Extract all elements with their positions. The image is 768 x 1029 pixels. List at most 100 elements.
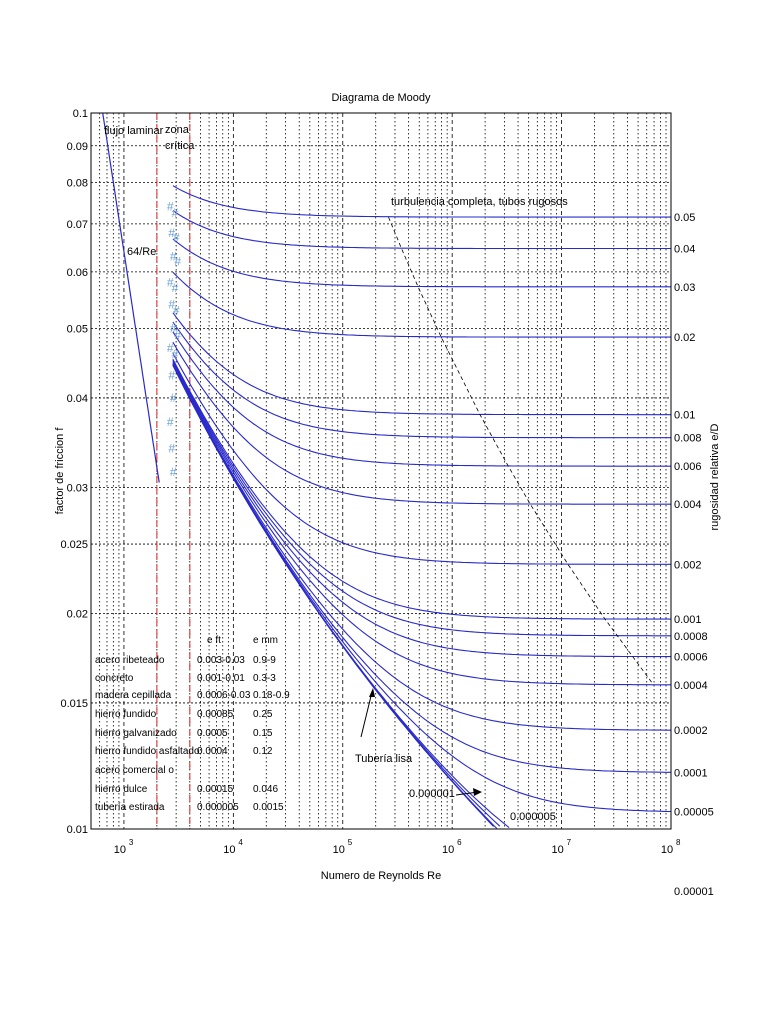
chart-title: Diagrama de Moody [331, 92, 431, 104]
roughness-curve-label: 0.002 [674, 559, 702, 571]
x-tick-label: 10 [333, 844, 345, 856]
roughness-curve-label: 0.02 [674, 332, 695, 344]
roughness-curve [172, 360, 671, 637]
laminar-flow-curve [102, 112, 160, 483]
roughness-curve-label: 0.0001 [674, 767, 708, 779]
critical-zone-hash-mark: # [167, 200, 174, 214]
y-tick-label: 0.03 [67, 482, 88, 494]
material-emm: 0.25 [253, 709, 273, 720]
critical-zone-hash-mark: # [168, 226, 175, 240]
x-tick-label: 10 [114, 844, 126, 856]
critical-zone-hash-mark: # [170, 322, 177, 336]
critical-zone-hash-mark: # [170, 391, 177, 405]
materials-header-eft: e ft [207, 635, 221, 646]
roughness-curve-label: 0.0004 [674, 680, 708, 692]
critical-zone-hash-mark: # [172, 347, 179, 361]
material-emm: 0.3-3 [253, 673, 276, 684]
complete-turbulence-label: turbulencia completa, tubos rugosos [391, 196, 568, 208]
y-tick-label: 0.015 [60, 698, 88, 710]
material-name: acero comercial o [95, 765, 174, 776]
roughness-curve-label: 0.00005 [674, 807, 714, 819]
critical-zone-hash-mark: # [172, 281, 179, 295]
x-tick-exponent: 3 [129, 838, 134, 847]
roughness-curve-label: 0.004 [674, 499, 702, 511]
roughness-curve [172, 363, 671, 731]
critical-zone-label-line2: crítica [165, 140, 195, 152]
x-tick-label: 10 [661, 844, 673, 856]
critical-zone-hash-mark: # [170, 250, 177, 264]
material-name: acero ribeteado [95, 655, 165, 666]
critical-zone-hash-mark: # [174, 255, 181, 269]
material-emm: 0.15 [253, 728, 273, 739]
materials-header-emm: e mm [253, 635, 278, 646]
x-tick-exponent: 4 [238, 838, 243, 847]
x-tick-label: 10 [551, 844, 563, 856]
roughness-curve-label: 0.00001 [674, 886, 714, 898]
roughness-label-0-000001: 0.000001 [409, 788, 455, 800]
y-tick-label: 0.01 [67, 824, 88, 836]
right-axis-label: rugosidad relativa e/D [709, 423, 721, 530]
roughness-curve [172, 185, 671, 218]
materials-table: e ft e mm acero ribeteado 0.003-0.03 0.9… [95, 635, 290, 813]
smooth-pipe-arrowhead [369, 688, 375, 697]
critical-zone-hash-mark: # [170, 465, 177, 479]
critical-zone-hash-mark: # [167, 275, 174, 289]
critical-zone-hash-mark: # [173, 303, 180, 317]
laminar-equation-label: 64/Re [127, 246, 156, 258]
material-name: concreto [95, 673, 134, 684]
x-tick-exponent: 8 [676, 838, 681, 847]
y-tick-label: 0.09 [67, 141, 88, 153]
roughness-curve-label: 0.03 [674, 282, 695, 294]
roughness-curve [172, 361, 671, 658]
curve-layer [102, 112, 671, 829]
roughness-curve [172, 321, 671, 439]
grid-layer [91, 113, 671, 829]
material-name: hierro galvanizado [95, 728, 177, 739]
critical-zone-hash-mark: # [172, 206, 179, 220]
material-eft: 0.003-0.03 [197, 655, 245, 666]
roughness-curve-label: 0.006 [674, 461, 702, 473]
roughness-curve [172, 341, 671, 505]
material-emm: 0.0015 [253, 802, 284, 813]
material-eft: 0.0004 [197, 746, 228, 757]
critical-zone-hash-mark: # [168, 298, 175, 312]
y-tick-label: 0.07 [67, 219, 88, 231]
laminar-flow-label: flujo laminar [104, 125, 164, 137]
critical-zone-label-line1: zona [165, 124, 190, 136]
material-emm: 0.18-0.9 [253, 690, 290, 701]
material-eft: 0.001-0.01 [197, 673, 245, 684]
material-eft: 0.000005 [197, 802, 239, 813]
critical-zone-hash-mark: # [167, 341, 174, 355]
material-name: tubería estirada [95, 802, 165, 813]
y-tick-label: 0.1 [73, 108, 88, 120]
material-emm: 0.12 [253, 746, 273, 757]
roughness-curve [172, 358, 671, 620]
critical-zone-hash-mark: # [174, 328, 181, 342]
roughness-curve [172, 353, 671, 565]
roughness-curve-label: 0.001 [674, 614, 702, 626]
material-name: madera cepillada [95, 690, 172, 701]
roughness-curve [172, 362, 671, 686]
smooth-pipe-arrow [360, 691, 373, 738]
y-axis-label: factor de friccion f [54, 427, 66, 515]
roughness-curve [172, 238, 671, 288]
roughness-curve-label: 0.0006 [674, 652, 708, 664]
material-eft: 0.0006-0.03 [197, 690, 251, 701]
roughness-curve-label: 0.0008 [674, 631, 708, 643]
figure-background [45, 80, 725, 892]
annotation-layer: 0.010.0150.020.0250.030.040.050.060.070.… [60, 108, 713, 898]
x-tick-exponent: 6 [457, 838, 462, 847]
smooth-pipe-label: Tubería lisa [355, 753, 413, 765]
critical-zone-hash-mark: # [173, 231, 180, 245]
roughness-curve [172, 364, 494, 827]
material-name: hierro dulce [95, 784, 148, 795]
material-eft: 0.00015 [197, 784, 234, 795]
x-tick-label: 10 [223, 844, 235, 856]
x-tick-label: 10 [442, 844, 454, 856]
critical-zone-hash-mark: # [167, 415, 174, 429]
critical-zone-hash-mark: # [168, 368, 175, 382]
y-tick-label: 0.05 [67, 324, 88, 336]
roughness-curve-label: 0.04 [674, 244, 695, 256]
material-emm: 0.9-9 [253, 655, 276, 666]
x-tick-exponent: 5 [348, 838, 353, 847]
